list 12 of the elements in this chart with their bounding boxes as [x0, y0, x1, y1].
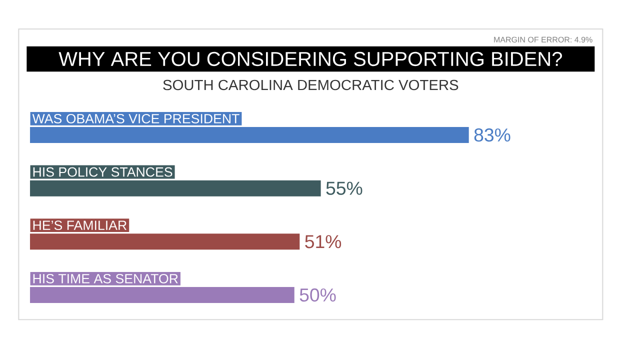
text: MARGIN OF ERROR: 4.9%	[494, 36, 592, 42]
data-label: 55%	[326, 182, 362, 195]
y-tick-label: HE’S FAMILIAR	[33, 220, 126, 230]
data-label: 50%	[300, 288, 336, 302]
y-tick-label: HIS TIME AS SENATOR	[33, 274, 178, 284]
bar	[30, 180, 321, 196]
data-label: 83%	[474, 128, 510, 142]
data-label: 51%	[305, 235, 342, 248]
y-tick-label: HIS POLICY STANCES	[33, 167, 172, 177]
chart-title: WHY ARE YOU CONSIDERING SUPPORTING BIDEN?	[58, 52, 562, 66]
y-tick-label: WAS OBAMA’S VICE PRESIDENT	[32, 114, 240, 124]
chart-subtitle: SOUTH CAROLINA DEMOCRATIC VOTERS	[163, 80, 458, 90]
